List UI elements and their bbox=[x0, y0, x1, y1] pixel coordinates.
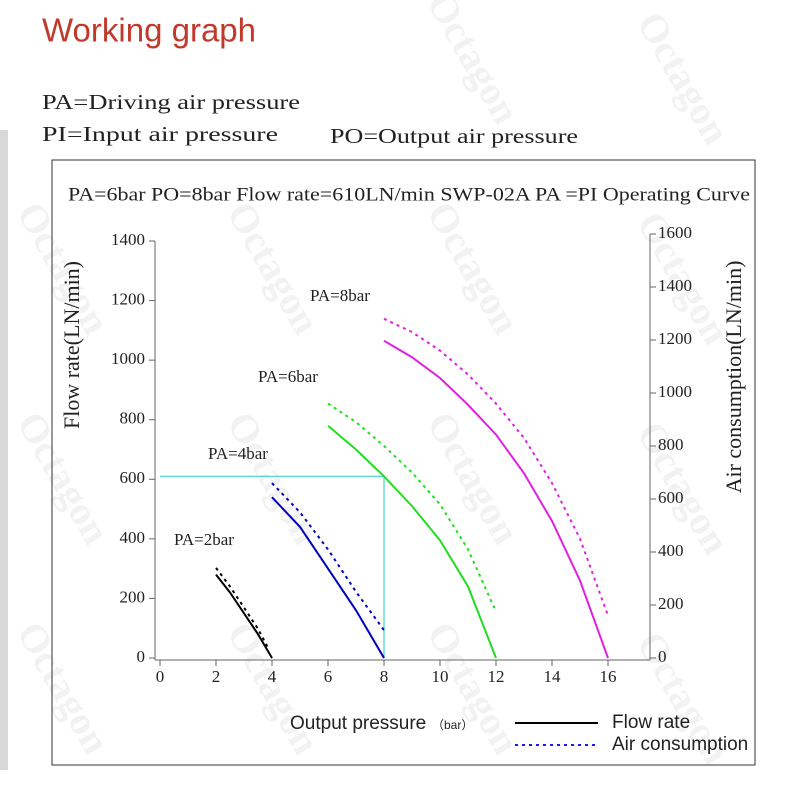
x-tick-label: 2 bbox=[212, 667, 221, 686]
curve-label: PA=8bar bbox=[310, 286, 370, 305]
y-tick-label: 1000 bbox=[111, 349, 145, 368]
curve-label: PA=6bar bbox=[258, 367, 318, 386]
flow-curve bbox=[271, 496, 385, 659]
note: PA=Driving air pressure bbox=[42, 90, 300, 114]
side-bar bbox=[0, 130, 8, 770]
watermark: Octagon bbox=[8, 614, 119, 762]
y-tick-label: 0 bbox=[137, 647, 146, 666]
y-tick-label: 800 bbox=[120, 409, 146, 428]
y-tick-label: 1400 bbox=[111, 230, 145, 249]
curve-label: PA=2bar bbox=[174, 530, 234, 549]
x-tick-label: 0 bbox=[156, 667, 165, 686]
y2-tick-label: 800 bbox=[658, 435, 684, 454]
watermarks: Octagon Octagon Octagon Octagon Octagon Octag… bbox=[8, 0, 739, 772]
flow-curve bbox=[383, 339, 609, 659]
y2-axis-label: Air consumption(LN/min) bbox=[721, 261, 746, 494]
flow-curve bbox=[327, 424, 497, 659]
air-curve bbox=[271, 482, 385, 631]
flow-curve bbox=[215, 573, 273, 659]
chart-frame bbox=[51, 159, 756, 766]
legend-label: Air consumption bbox=[612, 734, 748, 755]
y2-tick-label: 1600 bbox=[658, 223, 692, 242]
y2-tick-label: 1400 bbox=[658, 276, 692, 295]
note: PI=Input air pressure bbox=[42, 122, 278, 146]
y2-tick-label: 400 bbox=[658, 541, 684, 560]
x-tick-label: 4 bbox=[268, 667, 277, 686]
watermark: Octagon bbox=[418, 194, 529, 342]
y-tick-label: 400 bbox=[120, 528, 146, 547]
x-tick-label: 16 bbox=[600, 667, 617, 686]
y-tick-label: 600 bbox=[120, 468, 146, 487]
x-axis-label: Output pressure bbox=[290, 713, 426, 734]
watermark: Octagon bbox=[418, 404, 529, 552]
y2-tick-label: 600 bbox=[658, 488, 684, 507]
page-title: Working graph bbox=[42, 12, 256, 49]
watermark: Octagon bbox=[418, 0, 529, 132]
watermark: Octagon bbox=[218, 404, 329, 552]
watermark: Octagon bbox=[418, 614, 529, 762]
y2-tick-label: 1000 bbox=[658, 382, 692, 401]
x-tick-label: 10 bbox=[432, 667, 449, 686]
y-tick-label: 200 bbox=[120, 587, 146, 606]
watermark: Octagon bbox=[218, 194, 329, 342]
air-curve bbox=[383, 317, 609, 616]
air-curve bbox=[327, 402, 497, 613]
watermark: Octagon bbox=[218, 614, 329, 762]
x-tick-label: 8 bbox=[380, 667, 389, 686]
y2-tick-label: 1200 bbox=[658, 329, 692, 348]
legend-label: Flow rate bbox=[612, 712, 690, 733]
note: PO=Output air pressure bbox=[330, 124, 578, 148]
x-tick-label: 6 bbox=[324, 667, 333, 686]
x-tick-label: 12 bbox=[488, 667, 505, 686]
y2-tick-label: 0 bbox=[658, 647, 667, 666]
y-axis-label: Flow rate(LN/min) bbox=[59, 261, 84, 429]
y2-tick-label: 200 bbox=[658, 594, 684, 613]
chart-title: PA=6bar PO=8bar Flow rate=610LN/min SWP-… bbox=[68, 184, 750, 205]
x-tick-label: 14 bbox=[544, 667, 562, 686]
y-tick-label: 1200 bbox=[111, 289, 145, 308]
curve-label: PA=4bar bbox=[208, 444, 268, 463]
watermark: Octagon bbox=[628, 4, 739, 152]
air-curve bbox=[215, 567, 271, 651]
x-axis-unit: （bar） bbox=[432, 718, 473, 732]
